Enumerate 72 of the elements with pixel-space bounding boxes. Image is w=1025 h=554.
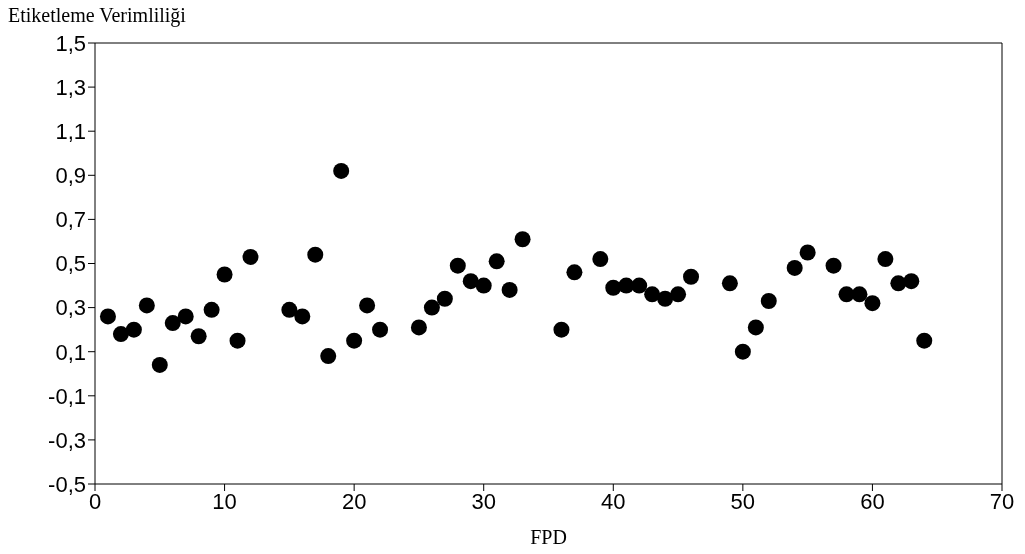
point	[631, 277, 648, 294]
y-tick-label: 0,3	[55, 295, 86, 321]
point	[683, 268, 700, 285]
y-tick-label: -0,5	[48, 471, 86, 497]
point	[99, 308, 116, 325]
x-tick-label: 40	[601, 488, 626, 514]
point	[125, 321, 142, 338]
y-tick-label: 0,9	[55, 163, 86, 189]
y-tick-label: 1,1	[55, 119, 86, 145]
x-tick-label: 0	[88, 488, 102, 514]
y-axis-title: Etiketleme Verimliliği	[8, 4, 186, 27]
point	[320, 348, 337, 365]
point	[670, 286, 687, 303]
point	[605, 279, 622, 296]
point	[825, 257, 842, 274]
point	[592, 251, 609, 268]
point	[501, 281, 518, 298]
point	[449, 257, 466, 274]
point	[242, 248, 259, 265]
y-tick-label: 0,7	[55, 207, 86, 233]
point	[864, 295, 881, 312]
point	[462, 273, 479, 290]
point	[307, 246, 324, 263]
point	[281, 301, 298, 318]
x-axis-title: FPD	[530, 526, 567, 548]
y-tick-label: 0,5	[55, 251, 86, 277]
x-tick-label: 20	[341, 488, 367, 514]
x-tick-label: 10	[212, 488, 237, 514]
point	[203, 301, 220, 318]
point	[294, 308, 311, 325]
point	[721, 275, 738, 292]
point	[566, 264, 583, 281]
point	[890, 275, 907, 292]
point	[112, 326, 129, 343]
point	[372, 321, 389, 338]
point	[734, 343, 751, 360]
point	[229, 332, 246, 349]
point	[359, 297, 376, 314]
point	[514, 231, 531, 248]
y-tick-label: 0,1	[55, 339, 86, 365]
point	[488, 253, 505, 270]
point	[799, 244, 816, 261]
x-tick-label: 30	[471, 488, 496, 514]
point	[475, 277, 492, 294]
point	[553, 321, 570, 338]
point	[760, 292, 777, 309]
point	[877, 251, 894, 268]
point	[786, 259, 803, 276]
point	[216, 266, 233, 283]
point	[138, 297, 155, 314]
point	[177, 308, 194, 325]
y-tick-label: 1,3	[55, 74, 86, 100]
point	[747, 319, 764, 336]
point	[657, 290, 674, 307]
y-tick-label: -0,3	[48, 427, 86, 453]
y-tick-label: -0,1	[48, 383, 86, 409]
point	[423, 299, 440, 316]
point	[410, 319, 427, 336]
point	[151, 356, 168, 373]
x-tick-label: 70	[989, 488, 1015, 514]
point	[436, 290, 453, 307]
point	[851, 286, 868, 303]
point	[903, 273, 920, 290]
y-tick-label: 1,5	[55, 30, 86, 56]
point	[644, 286, 661, 303]
point	[333, 162, 350, 179]
point	[916, 332, 933, 349]
x-tick-label: 60	[860, 488, 885, 514]
point	[190, 328, 207, 345]
point	[346, 332, 363, 349]
point	[164, 315, 181, 332]
x-tick-label: 50	[730, 488, 756, 514]
